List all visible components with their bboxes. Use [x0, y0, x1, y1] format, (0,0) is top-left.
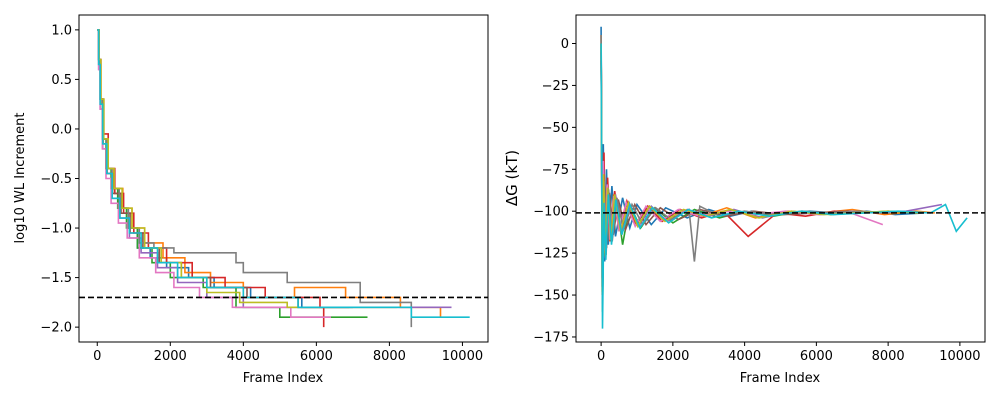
wl-y-ticks: −2.0 −1.5 −1.0 −0.5 0.0 0.5 1.0 [40, 23, 79, 336]
dg-y-tick-label: −150 [533, 289, 569, 304]
wl-y-tick-label: −0.5 [40, 172, 72, 187]
wl-increment-plot: 0 2000 4000 6000 8000 10000 −2.0 −1.5 −1.0 −0.5 0… [13, 14, 489, 386]
dg-x-tick-label: 0 [597, 349, 605, 364]
dg-y-tick-label: −50 [542, 121, 569, 136]
wl-y-tick-label: −1.5 [40, 271, 72, 286]
dg-y-ticks: −175 −150 −125 −100 −75 −50 −25 0 [533, 37, 576, 345]
wl-plot-area [78, 14, 489, 343]
wl-y-tick-label: −2.0 [40, 321, 72, 336]
dg-x-tick-label: 4000 [728, 349, 761, 364]
dg-plot-area [575, 14, 986, 343]
dg-x-tick-label: 10000 [939, 349, 980, 364]
dg-series-line-10 [600, 43, 968, 329]
dg-x-axis-label: Frame Index [740, 371, 821, 386]
wl-x-tick-label: 8000 [373, 349, 406, 364]
wl-series-line-9 [97, 29, 397, 309]
dg-x-ticks: 0 2000 4000 6000 8000 10000 [597, 342, 981, 364]
wl-x-tick-label: 4000 [227, 349, 260, 364]
wl-y-tick-label: 0.5 [51, 73, 72, 88]
dg-axes-frame [575, 14, 986, 343]
dg-y-tick-label: −125 [533, 247, 569, 262]
wl-x-tick-label: 6000 [300, 349, 333, 364]
dg-y-tick-label: −25 [542, 79, 569, 94]
dg-y-tick-label: −100 [533, 205, 569, 220]
wl-x-ticks: 0 2000 4000 6000 8000 10000 [93, 342, 483, 364]
dg-y-tick-label: −75 [542, 163, 569, 178]
dg-x-tick-label: 8000 [872, 349, 905, 364]
wl-y-axis-label: log10 WL Increment [13, 113, 28, 244]
dg-x-tick-label: 2000 [656, 349, 689, 364]
wl-x-tick-label: 2000 [154, 349, 187, 364]
dg-y-tick-label: 0 [561, 37, 569, 52]
wl-y-tick-label: 0.0 [51, 122, 72, 137]
wl-x-tick-label: 10000 [442, 349, 483, 364]
wl-x-axis-label: Frame Index [243, 371, 324, 386]
dg-y-axis-label: ΔG (kT) [503, 150, 521, 206]
delta-g-plot: 0 2000 4000 6000 8000 10000 −175−150−125−100−… [503, 14, 986, 386]
wl-y-tick-label: −1.0 [40, 222, 72, 237]
dg-y-tick-label: −175 [533, 330, 569, 345]
dg-x-tick-label: 6000 [800, 349, 833, 364]
wl-y-tick-label: 1.0 [51, 23, 72, 38]
wl-x-tick-label: 0 [93, 349, 101, 364]
